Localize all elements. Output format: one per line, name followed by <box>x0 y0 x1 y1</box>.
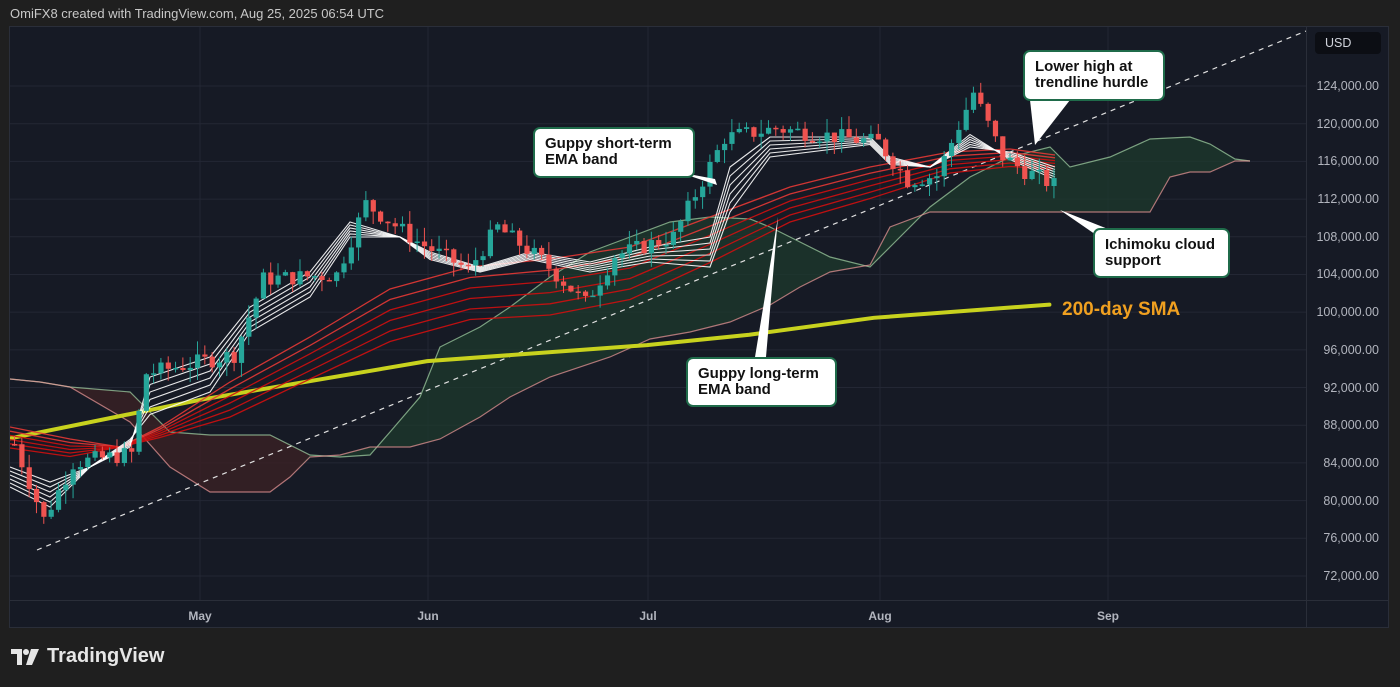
y-tick-label: 92,000.00 <box>1323 380 1379 395</box>
x-tick-label: Sep <box>1096 609 1120 623</box>
x-tick-label: Jun <box>417 609 439 623</box>
short-ema-callout: Guppy short-term EMA band <box>533 127 695 178</box>
time-axis[interactable]: May Jun Jul Aug Sep <box>10 600 1306 628</box>
price-axis[interactable]: USD 124,000.00 120,000.00 116,000.00 112,00… <box>1306 27 1389 600</box>
currency-label[interactable]: USD <box>1315 32 1381 54</box>
y-tick-label: 84,000.00 <box>1323 455 1379 470</box>
attribution-header: OmiFX8 created with TradingView.com, Aug… <box>10 6 385 21</box>
x-tick-label: May <box>188 609 212 623</box>
y-tick-label: 100,000.00 <box>1316 305 1379 320</box>
y-tick-label: 124,000.00 <box>1316 79 1379 93</box>
cloud-support-callout-text: Ichimoku cloud support <box>1105 236 1216 269</box>
lower-high-callout-text: Lower high at trendline hurdle <box>1035 58 1149 91</box>
cloud-support-callout: Ichimoku cloud support <box>1093 228 1230 278</box>
tradingview-logo[interactable]: TradingView <box>11 645 164 668</box>
tradingview-logo-icon <box>11 648 39 665</box>
x-tick-label: Jul <box>639 609 657 623</box>
y-tick-label: 80,000.00 <box>1323 493 1379 508</box>
x-tick-label: Aug <box>868 609 892 623</box>
y-tick-label: 112,000.00 <box>1317 192 1379 207</box>
long-ema-callout-text: Guppy long-term EMA band <box>698 365 819 398</box>
y-tick-label: 76,000.00 <box>1323 531 1379 546</box>
long-ema-callout: Guppy long-term EMA band <box>686 357 837 407</box>
y-tick-label: 72,000.00 <box>1323 568 1379 583</box>
y-tick-label: 96,000.00 <box>1323 342 1379 357</box>
sma-label: 200-day SMA <box>1062 299 1181 320</box>
y-tick-label: 116,000.00 <box>1317 154 1379 169</box>
y-tick-label: 108,000.00 <box>1316 229 1379 244</box>
axis-corner <box>1306 600 1389 628</box>
y-tick-label: 104,000.00 <box>1316 267 1379 282</box>
tradingview-brand-text: TradingView <box>47 645 165 667</box>
lower-high-callout: Lower high at trendline hurdle <box>1023 50 1165 101</box>
short-ema-callout-text: Guppy short-term EMA band <box>545 135 672 168</box>
y-tick-label: 120,000.00 <box>1316 116 1379 131</box>
y-tick-label: 88,000.00 <box>1323 418 1379 433</box>
